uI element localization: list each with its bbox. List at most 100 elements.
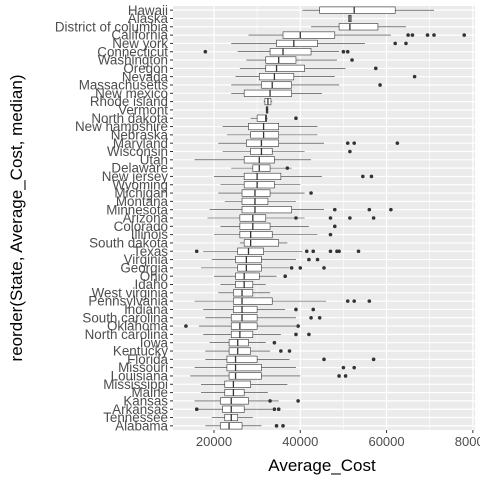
box-iqr <box>228 347 251 355</box>
outlier-point <box>345 299 350 303</box>
box-colorado <box>220 222 337 230</box>
outlier-point <box>378 83 382 87</box>
box-iqr <box>250 131 280 139</box>
y-tick-label: Wisconsin <box>107 144 168 159</box>
box-new-jersey <box>213 172 374 180</box>
outlier-point <box>410 33 415 37</box>
box-iqr <box>241 189 271 197</box>
box-iqr <box>243 181 275 189</box>
box-iqr <box>265 56 297 64</box>
y-tick-label: South dakota <box>89 236 168 251</box>
box-iqr <box>246 139 279 147</box>
box-wyoming <box>220 181 301 189</box>
y-tick-label: Virginia <box>124 252 169 267</box>
box-iqr <box>222 405 245 413</box>
outlier-point <box>276 407 281 412</box>
box-washington <box>246 56 354 64</box>
box-montana <box>224 197 296 205</box>
box-iqr <box>252 164 271 172</box>
y-tick-label: North carolina <box>85 327 169 342</box>
y-tick-label: Florida <box>127 352 168 367</box>
y-axis-title: reorder(State, Average_Cost, median) <box>7 75 26 362</box>
outlier-point <box>361 174 365 179</box>
outlier-point <box>272 340 277 345</box>
outlier-point <box>283 274 287 278</box>
y-tick-label: Wyoming <box>112 177 168 192</box>
x-axis-ticks: 20000 40000 60000 80000 <box>196 430 480 449</box>
outlier-point <box>348 216 352 220</box>
outlier-point <box>294 307 298 312</box>
box-iqr <box>228 339 249 347</box>
y-tick-label: Rhode island <box>90 94 168 109</box>
y-tick-label: Texas <box>133 244 168 259</box>
y-tick-label: Kentucky <box>113 344 168 359</box>
y-tick-label: Louisiana <box>111 369 169 384</box>
box-massachusetts <box>231 81 382 89</box>
box-iqr <box>230 330 254 338</box>
y-tick-label: District of columbia <box>55 19 169 34</box>
box-alaska <box>348 14 352 23</box>
y-tick-label: Pennsylvania <box>88 294 168 309</box>
outlier-point <box>432 33 436 37</box>
outlier-point <box>395 141 400 145</box>
box-iqr <box>256 114 267 122</box>
y-tick-label: Missouri <box>118 360 168 375</box>
box-iqr <box>276 39 318 47</box>
box-virginia <box>211 256 320 264</box>
box-south-carolina <box>205 314 322 322</box>
y-tick-label: Nebraska <box>111 127 169 142</box>
outlier-point <box>281 424 285 428</box>
outlier-point <box>289 266 294 270</box>
box-missouri <box>194 364 357 372</box>
y-tick-label: Maryland <box>113 136 168 151</box>
y-tick-label: New york <box>112 36 168 51</box>
outlier-point <box>298 266 303 270</box>
y-tick-label: New hampshire <box>75 119 168 134</box>
box-ohio <box>213 272 287 280</box>
box-iqr <box>243 172 282 180</box>
outlier-point <box>367 207 372 212</box>
box-arkansas <box>194 405 281 413</box>
box-rhode-island <box>263 98 273 106</box>
outlier-point <box>307 332 311 337</box>
box-iqr <box>239 222 271 230</box>
outlier-point <box>352 141 357 145</box>
x-tick-label: 80000 <box>455 434 480 449</box>
y-tick-label: South carolina <box>82 310 168 325</box>
box-maryland <box>218 139 400 147</box>
outlier-point <box>343 374 348 378</box>
outlier-point <box>294 216 298 220</box>
y-tick-label: Maine <box>132 385 168 400</box>
outlier-point <box>184 324 188 328</box>
box-connecticut <box>203 48 350 56</box>
outlier-point <box>328 249 333 254</box>
box-kansas <box>194 397 300 405</box>
y-tick-label: Illinois <box>131 227 169 242</box>
outlier-point <box>194 249 199 254</box>
y-tick-label: Arizona <box>123 211 169 226</box>
outlier-point <box>345 49 350 54</box>
box-maine <box>201 389 268 397</box>
box-illinois <box>213 231 333 239</box>
box-florida <box>205 355 376 363</box>
y-tick-label: Alabama <box>115 418 168 433</box>
box-iqr <box>235 256 262 264</box>
outlier-point <box>462 33 467 37</box>
y-tick-label: Hawaii <box>128 3 168 18</box>
box-wisconsin <box>222 147 352 156</box>
box-iqr <box>282 31 336 39</box>
box-iqr <box>258 73 295 81</box>
box-michigan <box>218 189 313 197</box>
y-tick-label: Iowa <box>140 335 169 350</box>
outlier-point <box>404 41 408 46</box>
outlier-point <box>350 58 354 62</box>
outlier-point <box>311 249 316 254</box>
box-texas <box>194 247 361 255</box>
outlier-point <box>337 249 341 254</box>
box-iqr <box>243 89 292 97</box>
outlier-point <box>337 374 341 378</box>
y-tick-label: Massachusetts <box>79 78 169 93</box>
outlier-point <box>393 41 397 46</box>
